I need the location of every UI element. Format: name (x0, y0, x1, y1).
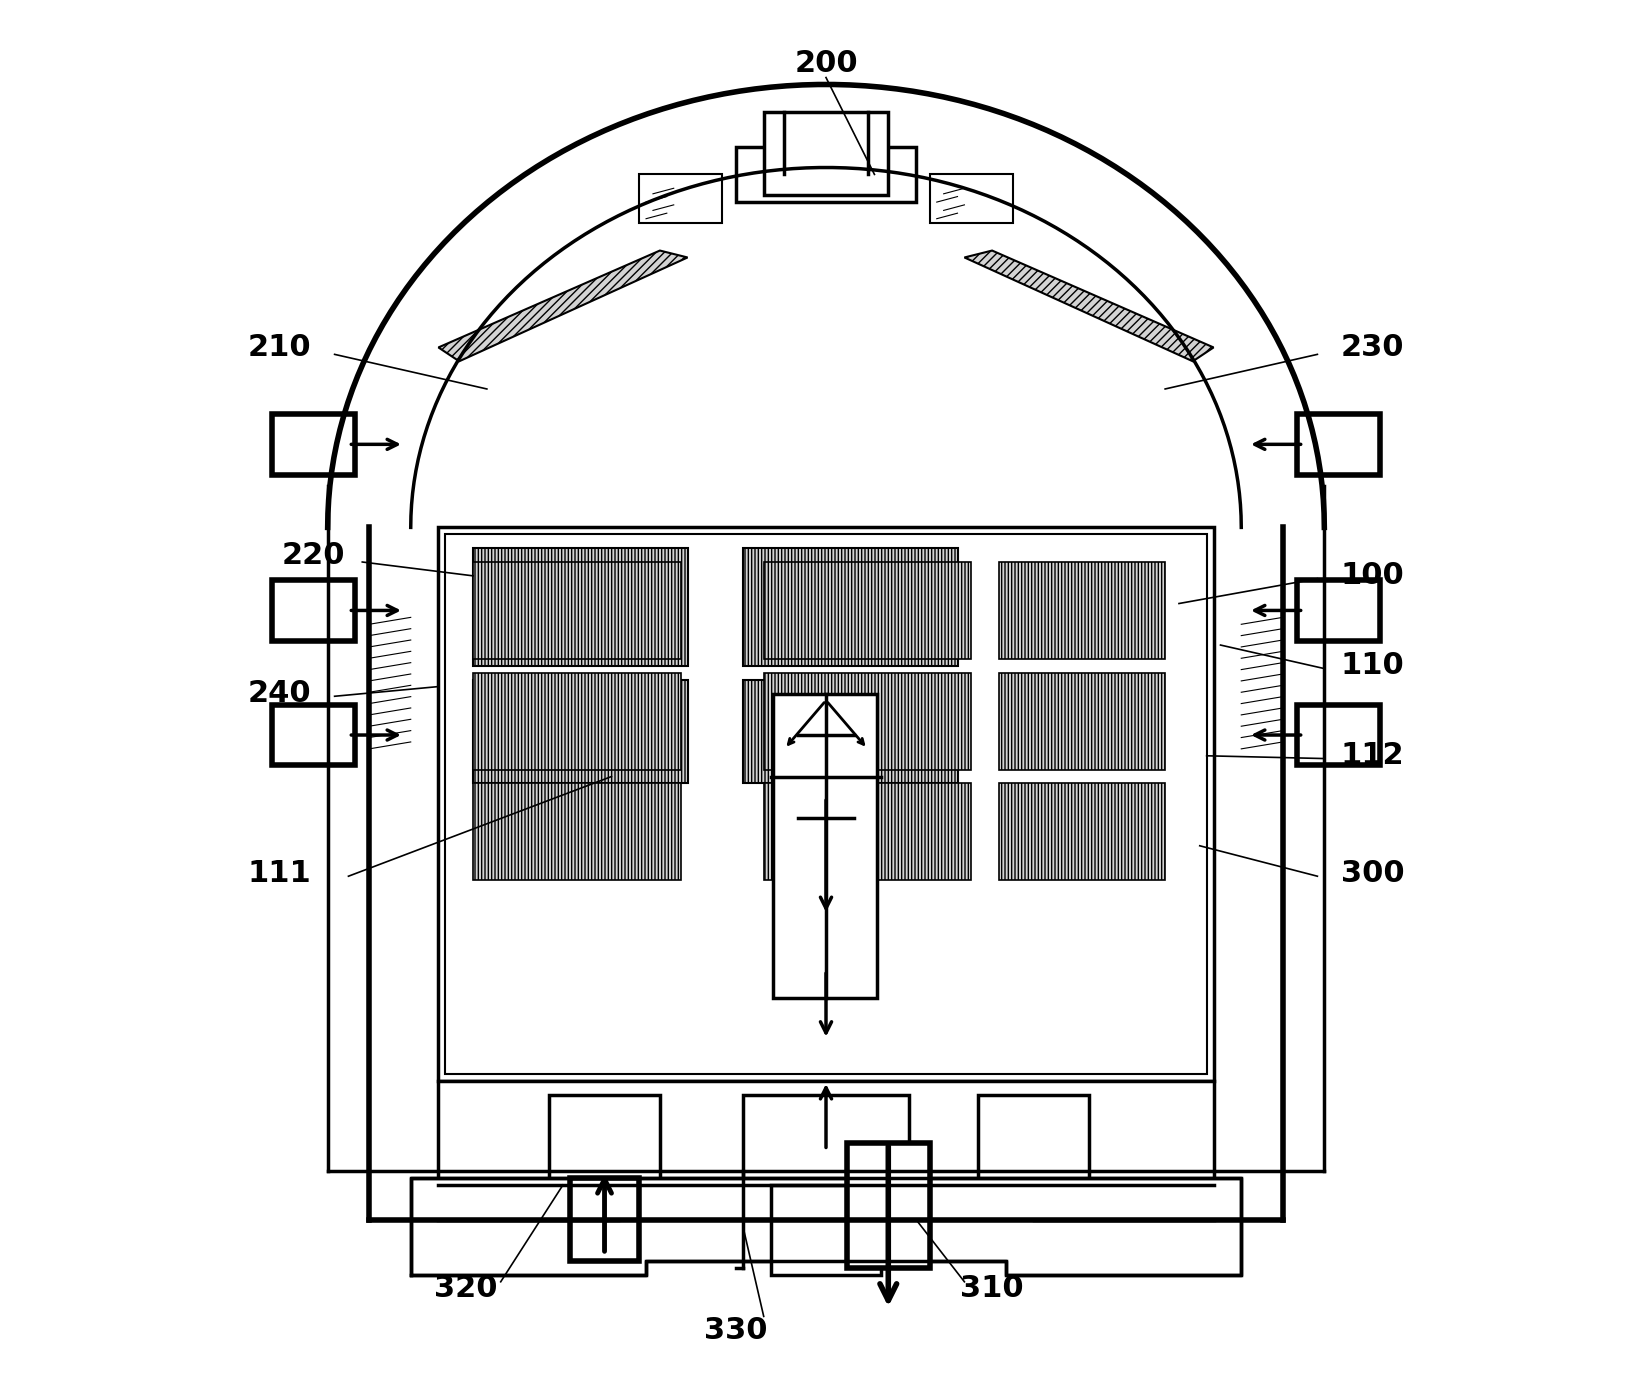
Bar (999, 673, 1165, 770)
Bar (763, 562, 971, 659)
Bar (773, 694, 877, 999)
Text: 111: 111 (248, 859, 311, 888)
Text: 200: 200 (795, 49, 857, 78)
Bar (273, 705, 355, 766)
Bar (273, 580, 355, 641)
Bar (763, 112, 889, 196)
Bar (472, 562, 681, 659)
Bar (1297, 580, 1379, 641)
Text: 112: 112 (1341, 741, 1404, 770)
Bar (847, 1143, 930, 1268)
Bar (999, 562, 1165, 659)
Bar (548, 1094, 659, 1184)
Polygon shape (438, 251, 687, 361)
Bar (1297, 705, 1379, 766)
Bar (472, 784, 681, 881)
Bar (273, 413, 355, 474)
Bar (639, 175, 722, 223)
Bar (438, 527, 1214, 1080)
Bar (763, 784, 971, 881)
Bar (978, 1094, 1089, 1184)
Polygon shape (411, 1178, 1241, 1275)
Bar (743, 680, 958, 784)
Bar (737, 147, 915, 203)
Text: 320: 320 (434, 1275, 497, 1304)
Bar (570, 1178, 639, 1261)
Bar (999, 784, 1165, 881)
Bar (438, 1080, 1214, 1184)
Text: 220: 220 (282, 541, 345, 570)
Bar (763, 673, 971, 770)
Bar (930, 175, 1013, 223)
Text: 330: 330 (704, 1316, 768, 1345)
Text: 310: 310 (960, 1275, 1024, 1304)
Bar (770, 1184, 882, 1275)
Text: 300: 300 (1341, 859, 1404, 888)
Bar (472, 548, 687, 666)
Bar (472, 673, 681, 770)
Text: 240: 240 (248, 680, 311, 707)
Bar (1297, 413, 1379, 474)
Text: 210: 210 (248, 333, 311, 362)
Bar (743, 548, 958, 666)
Text: 230: 230 (1341, 333, 1404, 362)
Polygon shape (965, 251, 1214, 361)
Bar (446, 534, 1206, 1074)
Bar (743, 1094, 909, 1184)
Text: 110: 110 (1341, 652, 1404, 680)
Text: 100: 100 (1341, 562, 1404, 591)
Bar (472, 680, 687, 784)
